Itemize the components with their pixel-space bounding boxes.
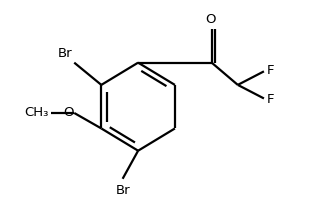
Text: CH₃: CH₃ [24, 106, 49, 119]
Text: Br: Br [57, 47, 72, 60]
Text: F: F [266, 93, 274, 106]
Text: F: F [266, 64, 274, 77]
Text: O: O [63, 106, 73, 119]
Text: O: O [205, 13, 216, 26]
Text: Br: Br [115, 184, 130, 197]
